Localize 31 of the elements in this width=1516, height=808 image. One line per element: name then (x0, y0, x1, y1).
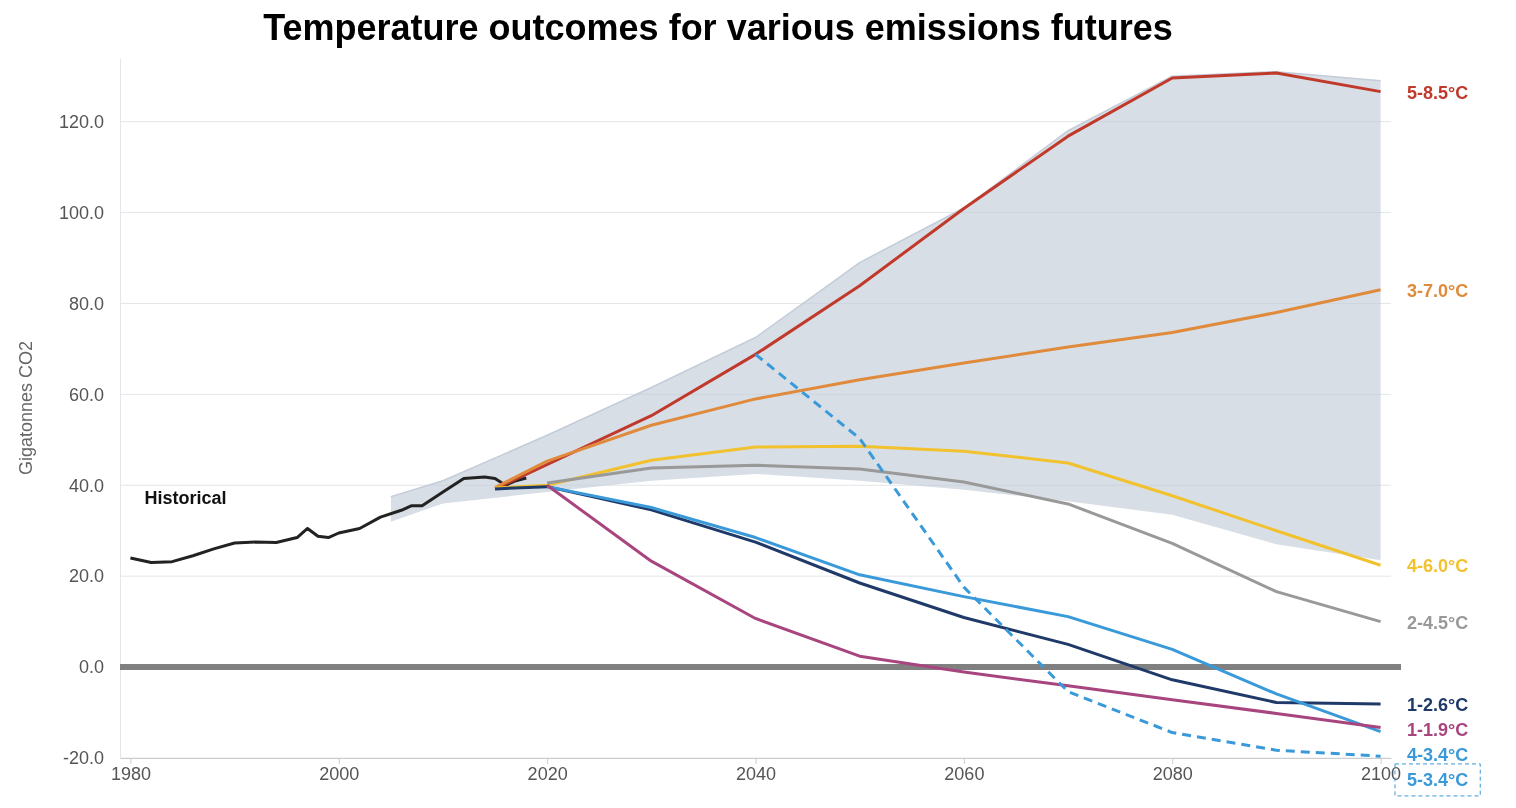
x-tick-label: 2040 (735, 763, 777, 784)
line-series (493, 444, 1383, 567)
series-label: 1-1.9°C (1407, 719, 1469, 740)
series-label: 4-3.4°C (1407, 744, 1469, 765)
y-tick-label: 0.0 (78, 657, 104, 678)
x-tick-label: 2020 (527, 763, 568, 784)
y-tick-label: 40.0 (68, 475, 104, 496)
series-label: 5-3.4°C (1407, 769, 1469, 790)
y-tick-label: -20.0 (62, 748, 104, 769)
series-label: Historical (144, 488, 227, 508)
series-label: 2-4.5°C (1407, 612, 1469, 633)
x-tick-label: 1980 (110, 763, 151, 784)
line-series (493, 71, 1383, 491)
x-tick-label: 2080 (1152, 763, 1193, 784)
series-label: 3-7.0°C (1407, 280, 1469, 301)
y-tick-label: 20.0 (68, 566, 104, 587)
series-label: 5-8.5°C (1407, 82, 1469, 103)
x-tick-label: 2100 (1361, 763, 1402, 784)
y-tick-label: 100.0 (58, 202, 104, 223)
y-tick-label: 120.0 (58, 111, 104, 132)
y-tick-label: 60.0 (68, 384, 104, 405)
chart-title: Temperature outcomes for various emissions futures (263, 7, 1173, 48)
line-series (493, 485, 1383, 706)
x-tick-label: 2060 (944, 763, 985, 784)
y-axis-title: Gigatonnes CO2 (16, 340, 36, 476)
y-tick-label: 80.0 (68, 293, 104, 314)
x-tick-label: 2000 (319, 763, 360, 784)
line-series (128, 475, 528, 565)
line-series (545, 463, 1383, 624)
series-label: 1-2.6°C (1407, 694, 1469, 715)
series-label: 4-6.0°C (1407, 556, 1469, 577)
